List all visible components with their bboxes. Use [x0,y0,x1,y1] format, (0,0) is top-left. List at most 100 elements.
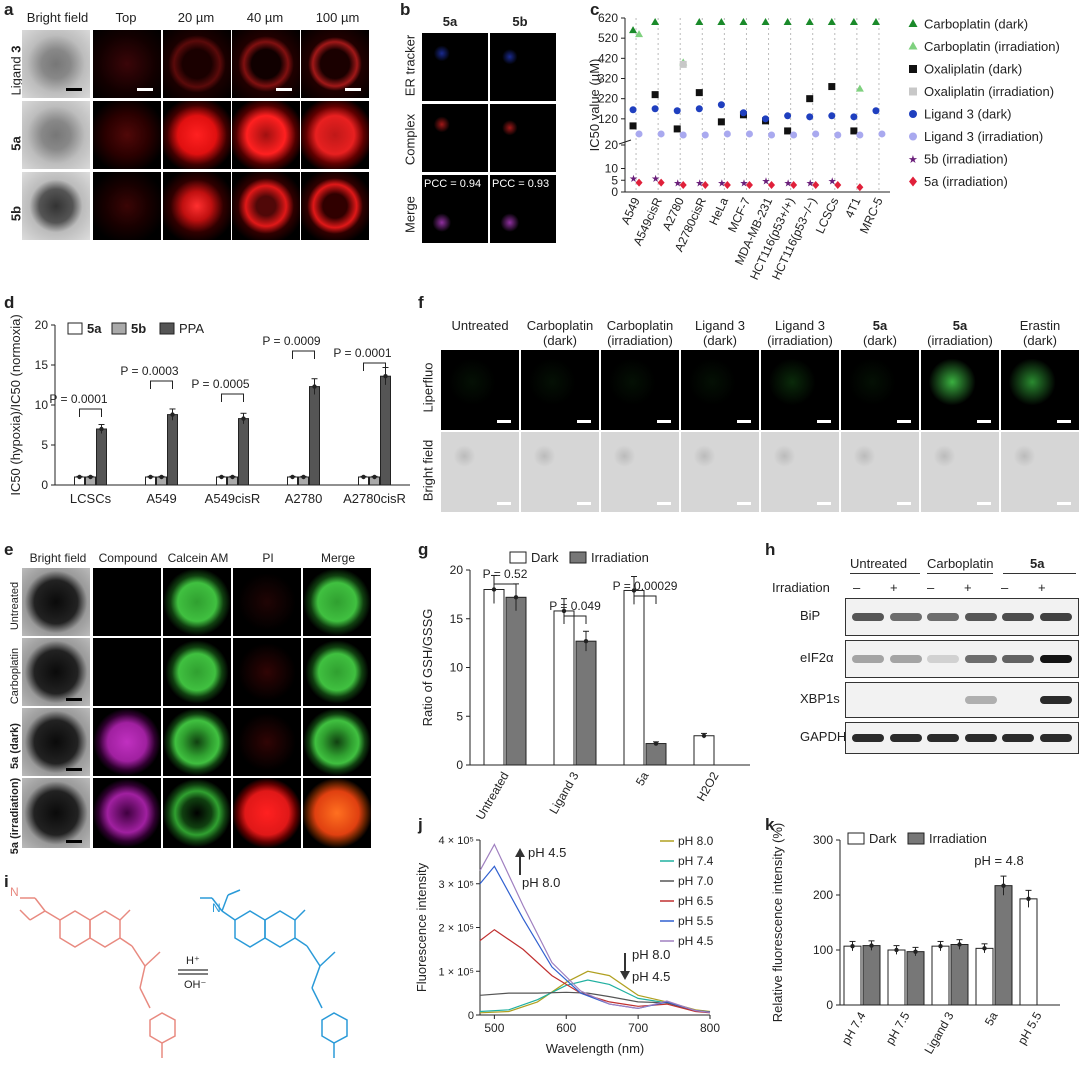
data-point [695,18,704,26]
e-col-header: Compound [98,551,158,565]
legend-label: Oxaliplatin (dark) [924,62,1022,77]
e-col-header: PI [262,551,274,565]
h-irradiation-sign: – [927,580,935,595]
data-point: ★ [806,179,815,190]
h-band [964,734,997,742]
legend-marker [908,19,918,27]
legend-swatch [907,832,925,845]
h-band [964,655,997,663]
data-point [739,109,747,117]
annotation: pH = 4.8 [974,853,1024,868]
a-col-header: Top [115,10,137,25]
h-band-label: XBP1s [800,691,840,706]
f-brightfield-image [601,432,679,512]
data-point: ★ [739,179,748,190]
data-point: ★ [629,174,638,185]
x-tick-label: pH 7.5 [883,1009,913,1047]
a-col-header: 20 µm [177,10,215,25]
data-point [855,84,864,92]
replicate-point [938,943,943,949]
legend-marker [909,132,917,141]
data-point [717,118,725,126]
y-axis-label: IC50 value (µM) [587,59,602,152]
e-col-header: Merge [320,551,355,565]
legend-marker [909,65,917,73]
y-tick-label: 420 [598,51,618,65]
x-tick-label: H2O2 [694,769,722,803]
a-col-header: 40 µm [246,10,284,25]
panel-label-a: a [4,0,14,19]
f-col-header: Ligand 3 (irradiation) [767,318,833,348]
replicate-point [1001,883,1006,888]
b-row-label: ER tracker [402,34,418,97]
x-tick-label: Ligand 3 [546,769,581,816]
a-col-header: Bright field [26,10,89,25]
x-tick-label: 5a [633,769,652,788]
data-point [679,131,687,139]
data-point [651,105,659,113]
e-row-label: Carboplatin [9,647,21,705]
y-tick-label: 20 [35,318,49,332]
data-point [878,130,886,138]
n-atom-label: N [212,901,221,915]
data-point [679,60,687,68]
y-tick-label: 0 [611,185,618,199]
replicate-point [631,588,637,593]
h-blot-strip [845,640,1079,678]
h-band [1039,655,1072,663]
a-brightfield-image [22,101,90,169]
panel-label-c: c [590,0,600,19]
f-col-header: 5a (dark) [863,318,897,348]
data-point [828,112,836,120]
f-brightfield-image [841,432,919,512]
f-brightfield-image [681,432,759,512]
replicate-point [230,474,235,480]
b-row-label: Merge [402,196,418,233]
replicate-point [148,474,153,480]
data-point [657,178,665,187]
significance-bracket [363,362,386,371]
a-brightfield-image [22,30,90,98]
replicate-point [383,374,388,379]
legend-label: Dark [531,550,559,565]
p-value-label: P = 0.0001 [333,346,391,360]
h-band [927,613,959,621]
bar [975,947,994,1006]
e-col-header: Calcein AM [167,551,229,565]
p-value-label: P = 0.0003 [120,364,178,378]
bar [96,428,107,486]
replicate-point [957,942,962,947]
replicate-point [219,474,224,480]
e-brightfield-image [22,568,90,636]
y-tick-label: 5 [41,438,48,452]
panel-label-f: f [418,293,424,312]
replicate-point [850,943,855,949]
h-band [1002,655,1034,663]
y-tick-label: 1 × 10⁵ [439,966,474,978]
y-tick-label: 10 [35,398,49,412]
h-band [964,613,997,621]
h-band [852,655,884,663]
replicate-point [361,474,366,480]
replicate-point [159,474,164,480]
significance-bracket [150,380,173,389]
h-band [1039,613,1072,621]
panel-label-e: e [4,540,14,559]
replicate-point [913,949,918,954]
a-fluor-image [163,101,231,169]
data-point [871,18,880,26]
a-fluor-image [232,172,300,240]
x-tick-label: Untreated [473,770,511,821]
replicate-point [77,474,82,480]
data-point [739,18,748,26]
data-point: ★ [695,179,704,190]
data-point [849,18,858,26]
f-liperfluo-image [921,350,999,430]
oh-minus-label: OH⁻ [184,979,207,991]
y-tick-label: 10 [605,162,619,176]
bar [950,944,969,1006]
bar [693,735,715,766]
data-point [635,178,643,187]
e-brightfield-image [22,638,90,706]
